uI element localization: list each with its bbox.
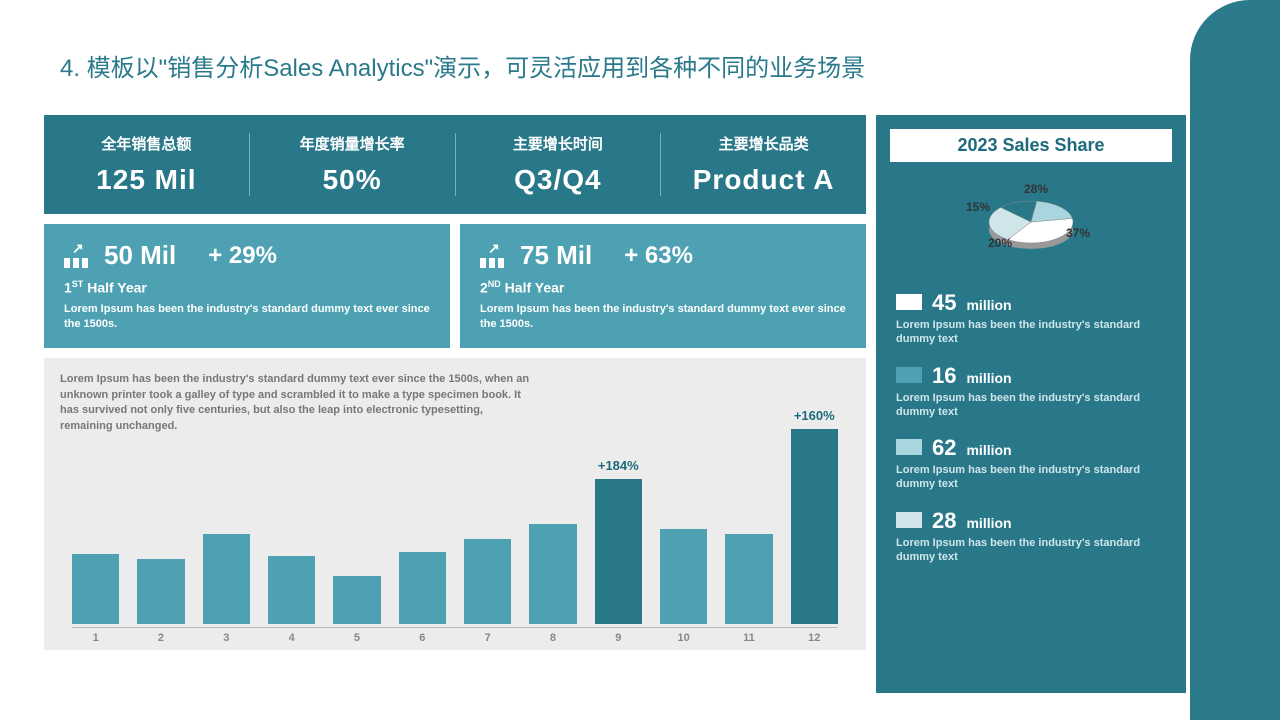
bar-chart-bars: +184% +160% [72,424,838,624]
bar [464,539,511,624]
bar [72,554,119,624]
legend-swatch [896,439,922,455]
half-description: Lorem Ipsum has been the industry's stan… [64,302,430,333]
legend-unit: million [966,442,1011,458]
bar-wrap [72,554,119,624]
half-period: 2ND Half Year [480,279,846,296]
bar [333,576,380,624]
bar [660,529,707,624]
bar-annotation: +184% [598,458,639,473]
legend-item: 28 million Lorem Ipsum has been the indust… [896,508,1166,565]
x-label: 11 [725,632,772,644]
x-label: 4 [268,632,315,644]
bar-wrap [268,556,315,624]
bar [137,559,184,624]
bar [791,429,838,624]
kpi-value: 125 Mil [44,164,249,196]
bar [268,556,315,624]
kpi-card: 主要增长品类 Product A [661,133,866,196]
legend-description: Lorem Ipsum has been the industry's stan… [896,536,1166,565]
x-label: 10 [660,632,707,644]
x-label: 3 [203,632,250,644]
legend-value: 28 [932,508,956,534]
legend-item: 45 million Lorem Ipsum has been the indust… [896,290,1166,347]
kpi-card: 年度销量增长率 50% [250,133,456,196]
legend-value: 45 [932,290,956,316]
bar-wrap [725,534,772,624]
sidebar-panel: 2023 Sales Share 37% 28% 15% 20% 45 million L… [876,115,1186,693]
x-label: 5 [333,632,380,644]
pie-label: 20% [988,236,1012,250]
legend-description: Lorem Ipsum has been the industry's stan… [896,391,1166,420]
half-year-card: 75 Mil + 63% 2ND Half Year Lorem Ipsum has … [460,224,866,348]
half-year-card: 50 Mil + 29% 1ST Half Year Lorem Ipsum has … [44,224,450,348]
bar-wrap [660,529,707,624]
half-value: 75 Mil [520,240,592,271]
legend-description: Lorem Ipsum has been the industry's stan… [896,463,1166,492]
x-label: 7 [464,632,511,644]
pie-chart: 37% 28% 15% 20% [876,170,1186,290]
kpi-bar: 全年销售总额 125 Mil年度销量增长率 50%主要增长时间 Q3/Q4主要增长品类… [44,115,866,214]
legend-value: 62 [932,435,956,461]
legend-item: 16 million Lorem Ipsum has been the indust… [896,363,1166,420]
x-label: 1 [72,632,119,644]
legend: 45 million Lorem Ipsum has been the indust… [876,290,1186,564]
page-title: 4. 模板以"销售分析Sales Analytics"演示，可灵活应用到各种不同… [60,48,865,83]
legend-swatch [896,294,922,310]
pie-label: 37% [1066,226,1090,240]
legend-unit: million [966,515,1011,531]
sidebar-title: 2023 Sales Share [957,135,1104,155]
bar-annotation: +160% [794,408,835,423]
half-value: 50 Mil [104,240,176,271]
x-label: 12 [791,632,838,644]
bar-wrap [333,576,380,624]
kpi-card: 主要增长时间 Q3/Q4 [456,133,662,196]
bar-chart-panel: Lorem Ipsum has been the industry's stan… [44,358,866,650]
half-period: 1ST Half Year [64,279,430,296]
bar-wrap [137,559,184,624]
pie-label: 28% [1024,182,1048,196]
half-year-row: 50 Mil + 29% 1ST Half Year Lorem Ipsum has … [44,224,866,348]
x-label: 2 [137,632,184,644]
legend-swatch [896,512,922,528]
bar-chart-xaxis: 123456789101112 [72,627,838,644]
bar-chart-icon [480,244,508,268]
bar-wrap [529,524,576,624]
bar-wrap [399,552,446,624]
kpi-value: 50% [250,164,455,196]
bar [529,524,576,624]
half-percent: + 29% [208,242,277,270]
bar [203,534,250,624]
corner-accent [1190,0,1280,720]
kpi-label: 全年销售总额 [44,133,249,154]
bar [399,552,446,624]
pie-label: 15% [966,200,990,214]
legend-item: 62 million Lorem Ipsum has been the indust… [896,435,1166,492]
kpi-card: 全年销售总额 125 Mil [44,133,250,196]
legend-swatch [896,367,922,383]
half-percent: + 63% [624,242,693,270]
legend-value: 16 [932,363,956,389]
bar-wrap [203,534,250,624]
main-panel: 全年销售总额 125 Mil年度销量增长率 50%主要增长时间 Q3/Q4主要增长品类… [44,115,866,650]
legend-description: Lorem Ipsum has been the industry's stan… [896,318,1166,347]
bar-wrap: +160% [791,429,838,624]
x-label: 6 [399,632,446,644]
bar-chart-icon [64,244,92,268]
kpi-value: Product A [661,164,866,196]
kpi-label: 主要增长品类 [661,133,866,154]
legend-unit: million [966,370,1011,386]
bar-wrap: +184% [595,479,642,624]
bar [595,479,642,624]
legend-unit: million [966,297,1011,313]
bar [725,534,772,624]
kpi-label: 主要增长时间 [456,133,661,154]
x-label: 9 [595,632,642,644]
kpi-value: Q3/Q4 [456,164,661,196]
half-description: Lorem Ipsum has been the industry's stan… [480,302,846,333]
bar-wrap [464,539,511,624]
sidebar-title-box: 2023 Sales Share [890,129,1172,162]
x-label: 8 [529,632,576,644]
kpi-label: 年度销量增长率 [250,133,455,154]
